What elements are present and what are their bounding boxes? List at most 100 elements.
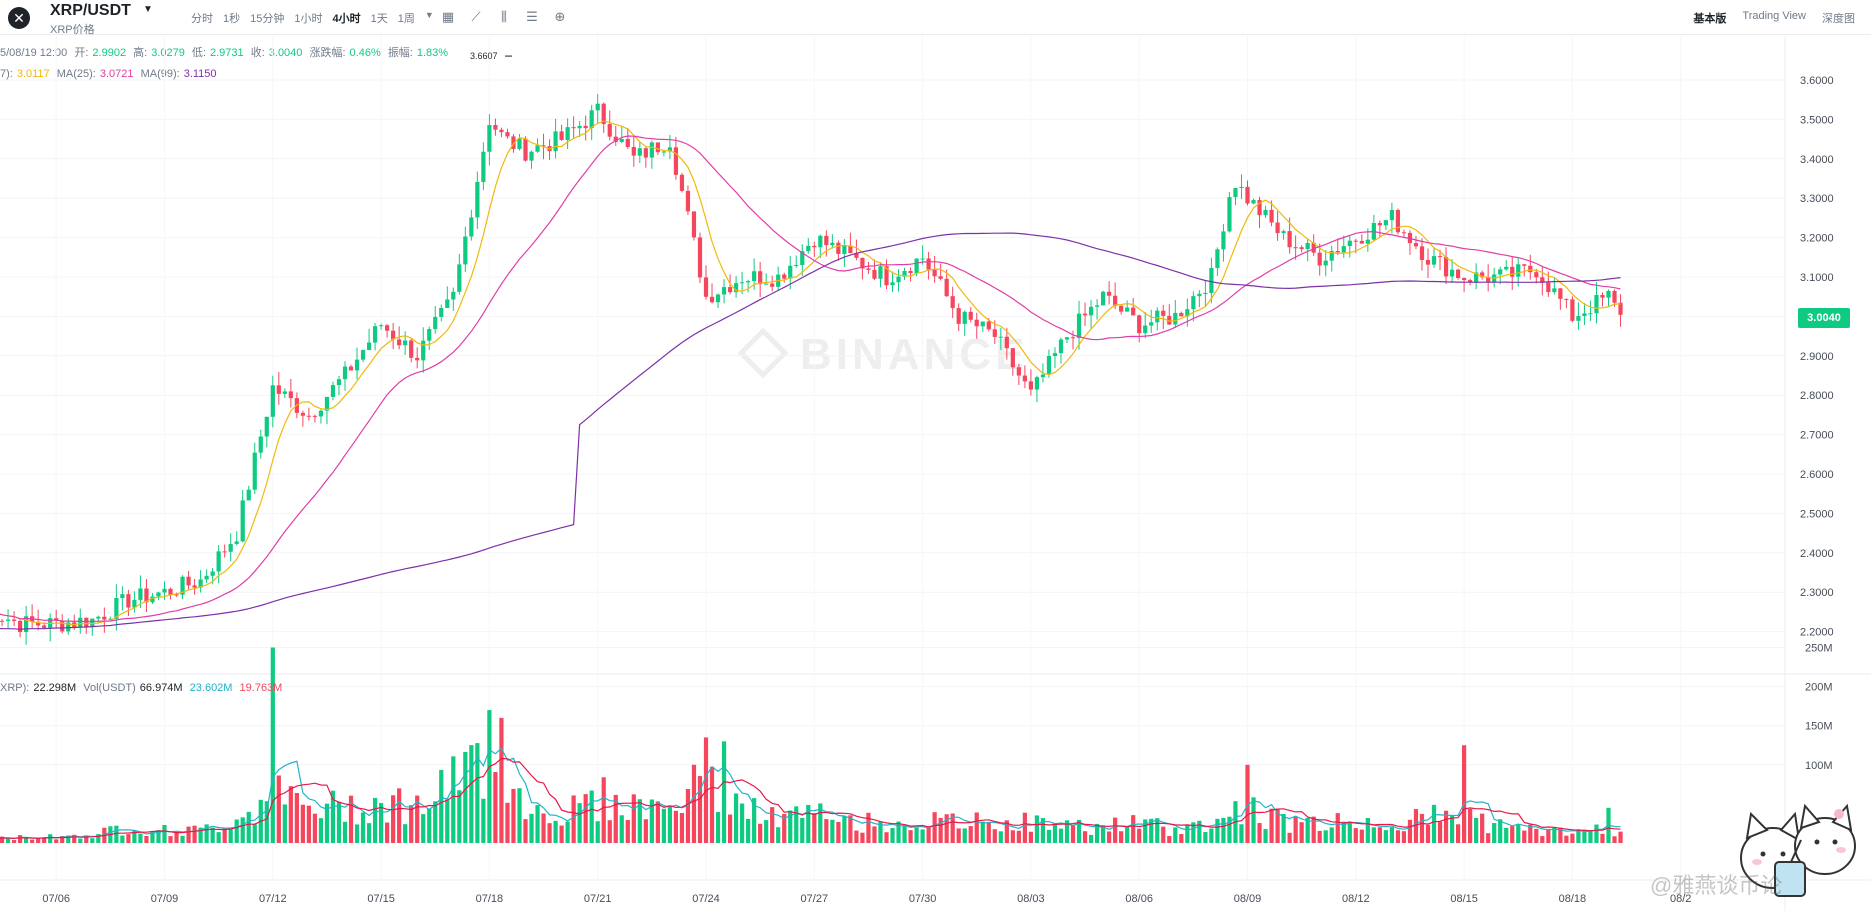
volume-bar	[776, 827, 781, 843]
candle-body	[1606, 290, 1611, 298]
volume-bar	[1040, 818, 1046, 843]
close-icon[interactable]: ✕	[8, 7, 30, 29]
volume-bar	[619, 815, 624, 843]
interval-tab[interactable]: 15分钟	[250, 13, 285, 25]
candle-body	[439, 307, 444, 318]
volume-bar	[1371, 827, 1376, 843]
volume-bar	[162, 824, 167, 843]
candle-body	[1570, 299, 1575, 321]
volume-bar	[282, 804, 287, 843]
volume-bar	[962, 828, 967, 843]
price-tick-label: 3.6000	[1800, 75, 1834, 87]
volume-bar	[403, 824, 408, 843]
candle-body	[451, 291, 456, 300]
volume-bar	[1413, 809, 1419, 843]
volume-info: XRP): 22.298M Vol(USDT) 66.974M 23.602M 19…	[0, 682, 286, 694]
candle-body	[1263, 209, 1268, 216]
candle-body	[1257, 200, 1262, 216]
volume-bar	[1287, 832, 1292, 843]
volume-bar	[451, 756, 456, 843]
volume-bar	[992, 829, 997, 843]
interval-tab[interactable]: 1周	[397, 13, 415, 25]
candle-body	[1143, 325, 1148, 334]
volume-bar	[96, 834, 101, 843]
candle-body	[5, 619, 11, 621]
candle-body	[703, 277, 709, 297]
symbol-dropdown-icon[interactable]: ▼	[143, 4, 153, 15]
candle-body	[90, 618, 95, 628]
candle-body	[84, 617, 89, 628]
volume-bar	[535, 805, 540, 843]
volume-bar	[872, 826, 877, 843]
interval-tabs: 分时 1秒 15分钟 1小时 4小时 1天 1周 ▼	[186, 10, 439, 26]
candle-type-icon[interactable]: ⫼	[501, 9, 507, 24]
vol-xrp-value: 22.298M	[33, 682, 77, 694]
symbol-title[interactable]: XRP/USDT	[50, 2, 131, 19]
view-basic[interactable]: 基本版	[1693, 13, 1727, 25]
interval-tab[interactable]: 1秒	[223, 13, 241, 25]
volume-bar	[306, 805, 312, 843]
candle-body	[1377, 222, 1382, 226]
interval-tab[interactable]: 1小时	[294, 13, 323, 25]
candle-body	[1365, 239, 1370, 244]
volume-bar	[348, 795, 354, 843]
ma25-value: 3.0721	[99, 68, 134, 80]
time-tick-label: 08/2	[1670, 893, 1691, 905]
candle-body	[150, 596, 155, 603]
candle-body	[1510, 266, 1515, 277]
candle-body	[1588, 313, 1593, 315]
volume-bar	[1461, 745, 1467, 843]
candle-body	[144, 588, 149, 603]
volume-ma-b-line	[0, 757, 1621, 839]
candle-body	[1335, 251, 1340, 253]
amplitude-label: 振幅:	[387, 47, 413, 59]
candle-body	[986, 321, 991, 330]
candle-body	[409, 340, 414, 358]
candle-body	[1082, 313, 1088, 316]
volume-bar	[836, 821, 841, 843]
candle-body	[721, 287, 727, 295]
more-intervals-icon[interactable]: ▼	[424, 10, 434, 20]
volume-bar	[1341, 821, 1346, 843]
price-tick-label: 2.7000	[1800, 430, 1834, 442]
volume-bar	[733, 793, 739, 843]
volume-bar	[1612, 836, 1617, 843]
candle-body	[1317, 252, 1322, 266]
volume-bar	[378, 803, 384, 843]
price-volume-chart[interactable]: 3.6000 3.5000 3.4000 3.3000 3.2000 3.1000 3.00…	[0, 36, 1871, 911]
volume-bar	[559, 825, 564, 843]
candle-body	[1305, 242, 1310, 250]
interval-tab-active[interactable]: 4小时	[332, 13, 361, 25]
candle-body	[120, 594, 125, 598]
view-depth[interactable]: 深度图	[1822, 13, 1855, 25]
change-label: 涨跌幅:	[309, 47, 346, 59]
candle-body	[288, 391, 293, 399]
candle-body	[842, 245, 847, 254]
candle-body	[697, 237, 703, 278]
volume-bar	[481, 798, 486, 843]
add-icon[interactable]: ⊕	[554, 9, 566, 24]
candle-body	[138, 588, 143, 600]
volume-bar	[697, 776, 703, 843]
indicator-icon[interactable]: ⟋	[471, 9, 481, 24]
interval-tab[interactable]: 1天	[370, 13, 388, 25]
interval-tab[interactable]: 分时	[191, 13, 213, 25]
symbol-subtitle[interactable]: XRP价格	[50, 24, 95, 36]
volume-tick-label: 250M	[1805, 643, 1833, 655]
candle-body	[589, 110, 594, 129]
candle-body	[1431, 256, 1437, 265]
volume-bar	[1107, 831, 1112, 843]
high-label: 高:	[133, 47, 148, 59]
volume-bar	[1395, 830, 1401, 843]
candle-body	[1233, 188, 1238, 198]
candle-body	[216, 551, 221, 572]
candle-body	[854, 253, 859, 258]
calendar-icon[interactable]: ▦	[441, 9, 455, 24]
view-tradingview[interactable]: Trading View	[1742, 10, 1806, 22]
settings-list-icon[interactable]: ☰	[526, 9, 538, 24]
volume-bar	[1455, 824, 1461, 843]
volume-bar	[625, 819, 630, 843]
volume-bar	[1028, 831, 1034, 843]
candle-body	[1395, 210, 1401, 233]
volume-bar	[1094, 823, 1100, 843]
